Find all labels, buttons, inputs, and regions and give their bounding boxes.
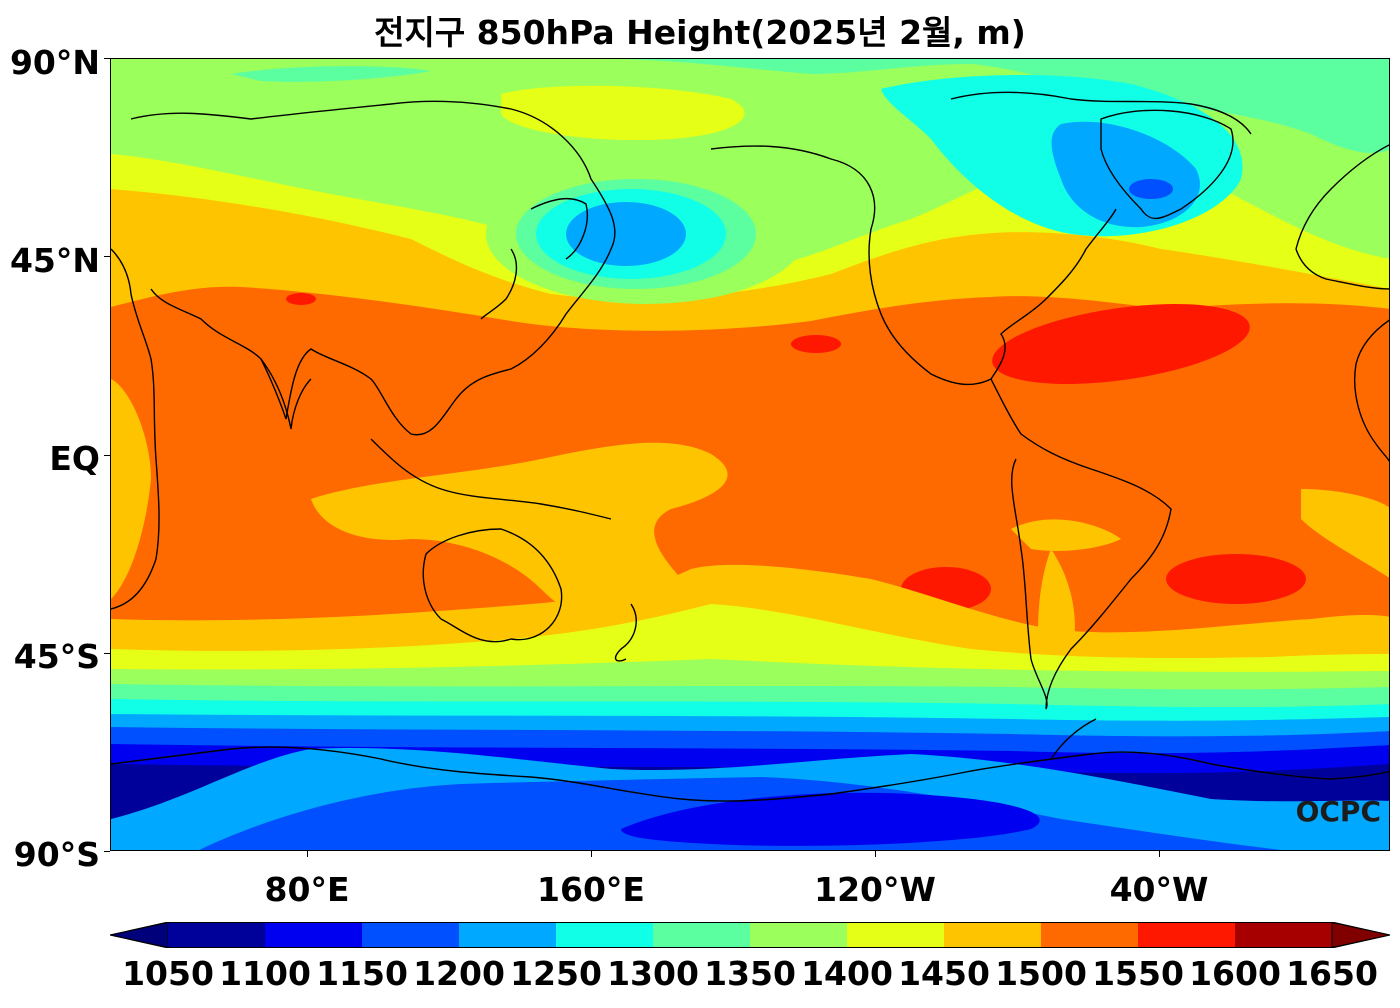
- map-title: 전지구 850hPa Height(2025년 2월, m): [374, 13, 1026, 52]
- lon-label-80e: 80°E: [264, 870, 350, 909]
- colorbar-segment: [847, 922, 945, 948]
- s-atlantic-high-1550: [1166, 554, 1306, 604]
- coast-new-zealand: [614, 603, 637, 662]
- lat-label-90n: 90°N: [9, 43, 100, 82]
- colorbar: [110, 922, 1390, 948]
- coast-eurasia: [130, 100, 616, 436]
- colorbar-tick-label: 1350: [704, 954, 796, 993]
- nh-1300-arctic: [231, 66, 431, 82]
- tropical-1450-east: [1011, 519, 1121, 551]
- colorbar-tick-label: 1100: [219, 954, 311, 993]
- lat-tick: [104, 851, 110, 852]
- colorbar-segment: [459, 922, 557, 948]
- pacific-low-1200: [566, 202, 686, 266]
- colorbar-tick-label: 1650: [1286, 954, 1378, 993]
- colorbar-tick-label: 1150: [316, 954, 408, 993]
- lon-label-120w: 120°W: [814, 870, 936, 909]
- lat-tick: [104, 455, 110, 456]
- colorbar-tick-label: 1200: [413, 954, 505, 993]
- colorbar-segment: [1138, 922, 1236, 948]
- coast-arctic-islands: [950, 91, 1252, 135]
- colorbar-tick-label: 1300: [607, 954, 699, 993]
- colorbar-frame: [110, 922, 1390, 948]
- lat-tick: [104, 653, 110, 654]
- colorbar-tick-label: 1400: [801, 954, 893, 993]
- asia-spot-1550: [286, 293, 316, 305]
- coast-antarctic-peninsula: [1050, 718, 1097, 760]
- tropical-1450-west: [111, 379, 151, 599]
- coast-australia: [422, 528, 563, 643]
- colorbar-segment: [750, 922, 848, 948]
- lon-tick: [307, 851, 308, 857]
- coast-kamchatka: [530, 197, 588, 260]
- antarctica-1100: [621, 792, 1040, 846]
- lat-label-90s: 90°S: [13, 835, 100, 874]
- coast-antarctica: [111, 746, 1389, 802]
- colorbar-segment: [362, 922, 460, 948]
- ocpc-watermark: OCPC: [1295, 795, 1381, 828]
- colorbar-tick-label: 1250: [510, 954, 602, 993]
- lat-tick: [104, 58, 110, 59]
- colorbar-tick-label: 1550: [1092, 954, 1184, 993]
- coast-africa: [111, 248, 160, 610]
- lat-label-45n: 45°N: [9, 241, 100, 280]
- colorbar-tick-label: 1600: [1189, 954, 1281, 993]
- colorbar-segment: [944, 922, 1042, 948]
- lat-tick: [104, 256, 110, 257]
- coast-africa-right: [1354, 319, 1389, 462]
- lon-tick: [875, 851, 876, 857]
- coastlines: [111, 91, 1389, 802]
- coast-japan: [480, 248, 518, 320]
- colorbar-tick-label: 1450: [898, 954, 990, 993]
- coast-europe-right: [1295, 144, 1389, 290]
- colorbar-segment: [653, 922, 751, 948]
- lon-label-40w: 40°W: [1109, 870, 1209, 909]
- colorbar-segment: [1235, 922, 1333, 948]
- colorbar-tick-label: 1500: [995, 954, 1087, 993]
- greenland-1150: [1129, 179, 1173, 199]
- coast-greenland: [1100, 109, 1234, 220]
- arctic-1200: [1051, 121, 1200, 228]
- lon-tick: [1159, 851, 1160, 857]
- atlantic-1450: [1301, 489, 1389, 578]
- coast-north-america: [710, 145, 1117, 386]
- nh-1400-polar: [501, 85, 745, 141]
- height-field: [111, 59, 1389, 850]
- pacific-spot-1550: [791, 335, 841, 353]
- colorbar-tick-label: 1050: [122, 954, 214, 993]
- colorbar-segment: [1041, 922, 1139, 948]
- global-height-map: OCPC: [110, 58, 1390, 851]
- coast-indonesia: [370, 438, 612, 520]
- lat-label-45s: 45°S: [13, 637, 100, 676]
- colorbar-segment: [168, 922, 266, 948]
- colorbar-over-extension: [1331, 922, 1390, 948]
- coast-india: [260, 358, 312, 430]
- colorbar-under-extension: [110, 922, 169, 948]
- atlantic-high-1550: [992, 304, 1250, 384]
- lon-label-160e: 160°E: [537, 870, 645, 909]
- colorbar-segment: [265, 922, 363, 948]
- coast-south-america: [990, 378, 1172, 710]
- colorbar-segment: [556, 922, 654, 948]
- lon-tick: [591, 851, 592, 857]
- lat-label-eq: EQ: [49, 439, 100, 478]
